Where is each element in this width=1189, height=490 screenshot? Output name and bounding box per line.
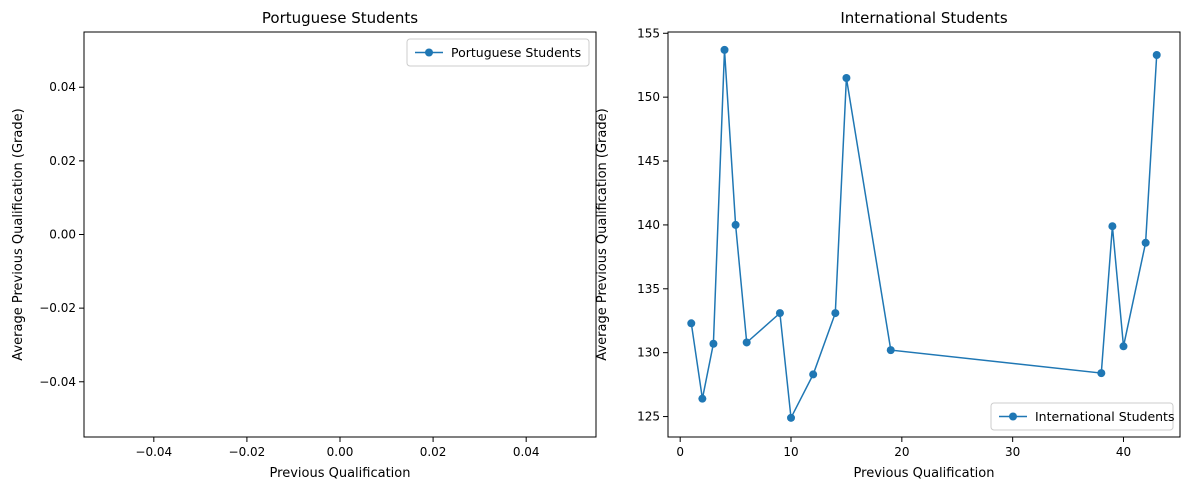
x-tick-label: −0.04 — [135, 445, 172, 459]
y-tick-label: −0.02 — [39, 301, 76, 315]
data-point — [1141, 238, 1150, 247]
data-point — [886, 346, 895, 355]
legend-box — [990, 402, 1174, 431]
plot-frame — [83, 31, 597, 438]
axis-ticks: 0 10 20 30 40 125 130 135 140 145 150 155 — [637, 26, 1131, 459]
y-tick-label: 0.02 — [49, 154, 76, 168]
x-tick-label: 30 — [1005, 445, 1020, 459]
x-axis-label: Previous Qualification — [270, 466, 411, 481]
x-tick-label: −0.02 — [229, 445, 266, 459]
data-point — [687, 319, 696, 328]
x-tick-label: 10 — [783, 445, 798, 459]
x-tick-label: 0.02 — [420, 445, 447, 459]
plot-frame — [667, 31, 1181, 438]
x-tick-label: 0.00 — [327, 445, 354, 459]
y-axis-label: Average Previous Qualification (Grade) — [11, 108, 26, 360]
data-point — [709, 339, 718, 348]
legend: International Students — [990, 402, 1174, 431]
legend-entry: International Students — [1035, 409, 1174, 424]
y-tick-label: 140 — [637, 218, 660, 232]
legend-dot-marker — [1009, 412, 1017, 421]
data-point — [1119, 342, 1128, 351]
x-tick-label: 40 — [1116, 445, 1131, 459]
data-point — [775, 309, 784, 318]
axis-ticks: −0.04 −0.02 0.00 0.02 0.04 −0.04 −0.02 0.00 0.02… — [39, 80, 539, 459]
x-axis-label: Previous Qualification — [854, 466, 995, 481]
chart-title: International Students — [840, 9, 1008, 27]
data-marks — [687, 45, 1161, 422]
y-axis-label: Average Previous Qualification (Grade) — [595, 108, 610, 360]
data-point — [809, 370, 818, 379]
legend-box — [406, 38, 590, 67]
legend: Portuguese Students — [406, 38, 590, 67]
y-tick-label: 145 — [637, 154, 660, 168]
data-point — [742, 338, 751, 347]
y-tick-label: 0.04 — [49, 80, 76, 94]
y-tick-label: 130 — [637, 346, 660, 360]
data-point — [842, 73, 851, 82]
y-tick-label: 0.00 — [49, 228, 76, 242]
data-point — [1152, 50, 1161, 59]
legend-entry: Portuguese Students — [451, 45, 581, 60]
data-point — [831, 309, 840, 318]
y-tick-label: 135 — [637, 282, 660, 296]
x-tick-label: 20 — [894, 445, 909, 459]
international-students-panel: International Students 0 10 20 30 40 125 130 13… — [595, 9, 1181, 481]
legend-dot-marker — [425, 48, 433, 57]
data-point — [1097, 369, 1106, 378]
x-tick-label: 0 — [676, 445, 684, 459]
data-point — [698, 394, 707, 403]
portuguese-students-panel: Portuguese Students −0.04 −0.02 0.00 0.02 0.… — [11, 9, 597, 481]
y-tick-label: 125 — [637, 410, 660, 424]
y-tick-label: 155 — [637, 26, 660, 40]
y-tick-label: 150 — [637, 90, 660, 104]
chart-title: Portuguese Students — [262, 9, 418, 27]
x-tick-label: 0.04 — [513, 445, 540, 459]
data-point — [1108, 222, 1117, 231]
data-point — [787, 413, 796, 422]
data-point — [731, 220, 740, 229]
y-tick-label: −0.04 — [39, 375, 76, 389]
data-point — [720, 45, 729, 54]
